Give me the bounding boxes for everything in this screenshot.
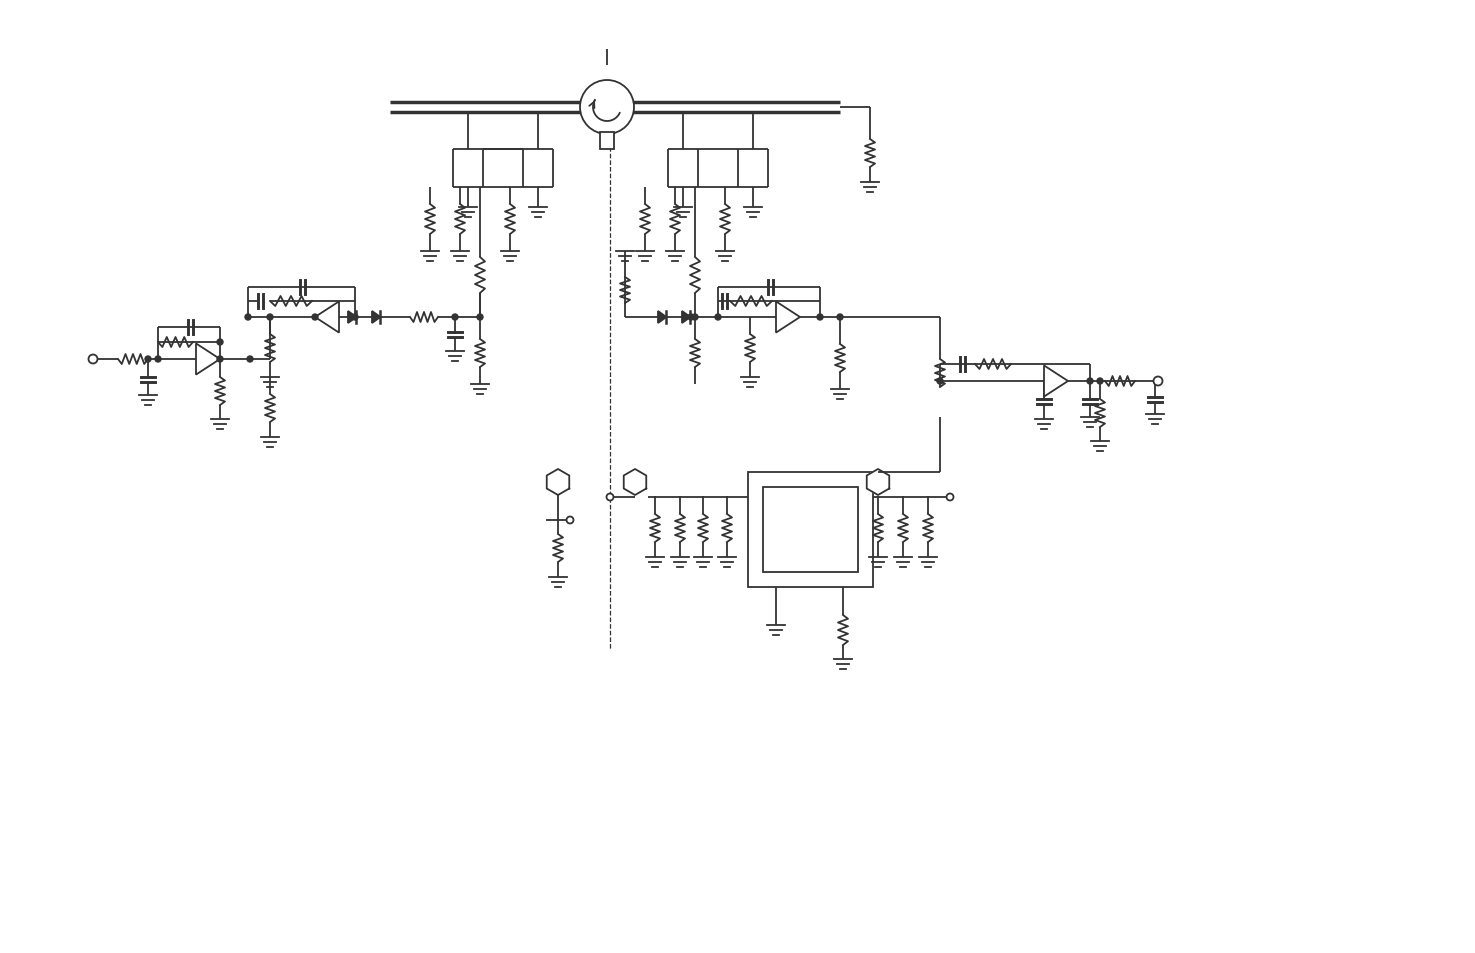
Circle shape [947, 494, 953, 501]
Bar [748, 473, 873, 587]
Circle shape [836, 314, 844, 320]
Bar [763, 488, 858, 573]
Circle shape [715, 314, 721, 320]
Circle shape [267, 314, 273, 320]
Polygon shape [658, 312, 667, 324]
Circle shape [246, 356, 254, 363]
Circle shape [1097, 378, 1103, 385]
Circle shape [692, 314, 698, 320]
Circle shape [1087, 378, 1093, 385]
Circle shape [451, 314, 459, 320]
Circle shape [476, 314, 482, 320]
Polygon shape [348, 312, 357, 324]
Polygon shape [316, 302, 339, 334]
Circle shape [245, 314, 251, 320]
Circle shape [606, 494, 614, 501]
Circle shape [937, 378, 943, 385]
Circle shape [217, 356, 223, 363]
Polygon shape [867, 470, 889, 496]
Bar [600, 132, 614, 150]
Polygon shape [624, 470, 646, 496]
Polygon shape [776, 302, 799, 334]
Polygon shape [196, 344, 220, 375]
Circle shape [566, 517, 574, 524]
Polygon shape [1044, 366, 1068, 397]
Circle shape [687, 314, 695, 320]
Circle shape [353, 314, 358, 320]
Circle shape [217, 339, 223, 346]
Circle shape [817, 314, 823, 320]
Polygon shape [372, 312, 381, 324]
Circle shape [88, 355, 97, 364]
Polygon shape [681, 312, 690, 324]
Polygon shape [547, 470, 569, 496]
Ellipse shape [580, 81, 634, 135]
Circle shape [155, 356, 161, 363]
Circle shape [145, 356, 150, 363]
Circle shape [313, 314, 319, 320]
Circle shape [1153, 377, 1162, 386]
